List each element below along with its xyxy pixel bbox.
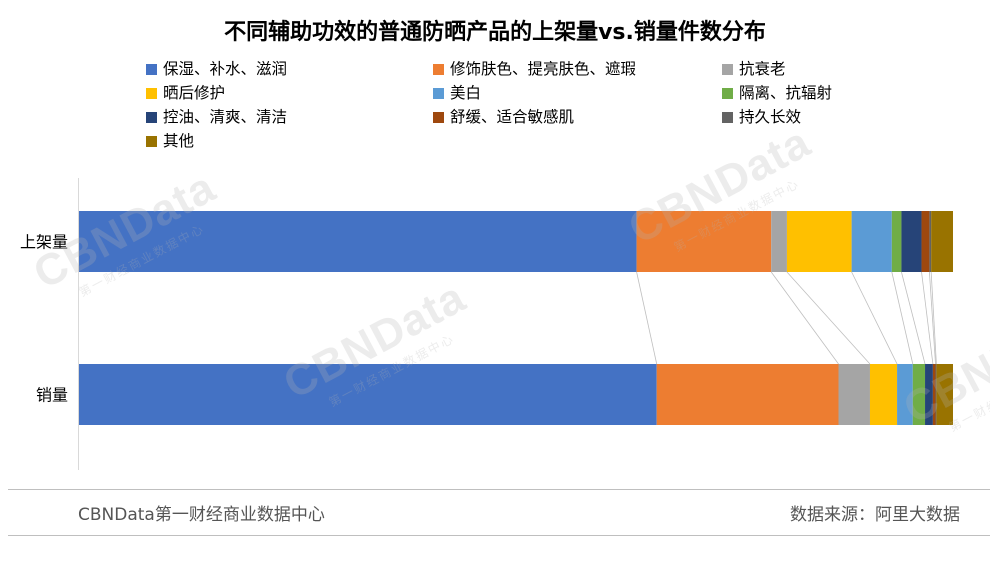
legend-swatch bbox=[433, 64, 444, 75]
bar-segment bbox=[851, 211, 892, 272]
bar-segment bbox=[929, 211, 932, 272]
bar-segment bbox=[936, 364, 953, 425]
footer-source: 数据来源：阿里大数据 bbox=[790, 505, 960, 525]
legend-swatch bbox=[722, 112, 733, 123]
legend-swatch bbox=[722, 64, 733, 75]
category-label: 上架量 bbox=[20, 233, 68, 252]
bar-segment bbox=[636, 211, 772, 272]
legend-swatch bbox=[146, 136, 157, 147]
legend-label: 隔离、抗辐射 bbox=[739, 84, 833, 102]
legend-swatch bbox=[433, 112, 444, 123]
bar-segment bbox=[901, 211, 922, 272]
legend-label: 美白 bbox=[450, 84, 482, 102]
legend-label: 抗衰老 bbox=[739, 60, 786, 78]
bar-segment bbox=[925, 364, 933, 425]
series-connector-line bbox=[930, 271, 937, 365]
bar-segment bbox=[935, 364, 937, 425]
legend-label: 晒后修护 bbox=[163, 84, 226, 102]
bar-segment bbox=[838, 364, 870, 425]
legend-label: 控油、清爽、清洁 bbox=[163, 108, 288, 126]
series-connector-line bbox=[636, 271, 658, 365]
chart-title: 不同辅助功效的普通防晒产品的上架量vs.销量件数分布 bbox=[224, 20, 766, 45]
legend-swatch bbox=[146, 112, 157, 123]
legend-swatch bbox=[146, 88, 157, 99]
legend-label: 舒缓、适合敏感肌 bbox=[450, 108, 575, 126]
series-connector-line bbox=[851, 271, 898, 365]
bar-segment bbox=[786, 211, 852, 272]
bar-segment bbox=[897, 364, 913, 425]
bar-segment bbox=[771, 211, 787, 272]
bar-segment bbox=[931, 211, 953, 272]
legend-swatch bbox=[433, 88, 444, 99]
footer-divider-bottom bbox=[8, 535, 990, 536]
bar-segment bbox=[79, 211, 637, 272]
legend-swatch bbox=[146, 64, 157, 75]
legend-label: 其他 bbox=[163, 132, 195, 150]
bar-segment bbox=[79, 364, 657, 425]
footer-brand: CBNData第一财经商业数据中心 bbox=[78, 505, 325, 525]
series-connector-line bbox=[929, 271, 936, 365]
footer-divider-top bbox=[8, 489, 990, 490]
bar-segment bbox=[921, 211, 930, 272]
series-connector-line bbox=[770, 271, 839, 365]
series-connector-line bbox=[786, 271, 871, 365]
bar-segment bbox=[891, 211, 902, 272]
legend-label: 持久长效 bbox=[739, 108, 802, 126]
category-label: 销量 bbox=[36, 386, 68, 405]
legend-label: 保湿、补水、滋润 bbox=[163, 60, 288, 78]
series-connector-line bbox=[901, 271, 926, 365]
series-connector-line bbox=[921, 271, 934, 365]
bar-segment bbox=[656, 364, 839, 425]
bar-segment bbox=[932, 364, 936, 425]
legend-label: 修饰肤色、提亮肤色、遮瑕 bbox=[450, 60, 637, 78]
series-connector-line bbox=[891, 271, 914, 365]
bar-segment bbox=[869, 364, 898, 425]
legend-swatch bbox=[722, 88, 733, 99]
bar-segment bbox=[912, 364, 926, 425]
